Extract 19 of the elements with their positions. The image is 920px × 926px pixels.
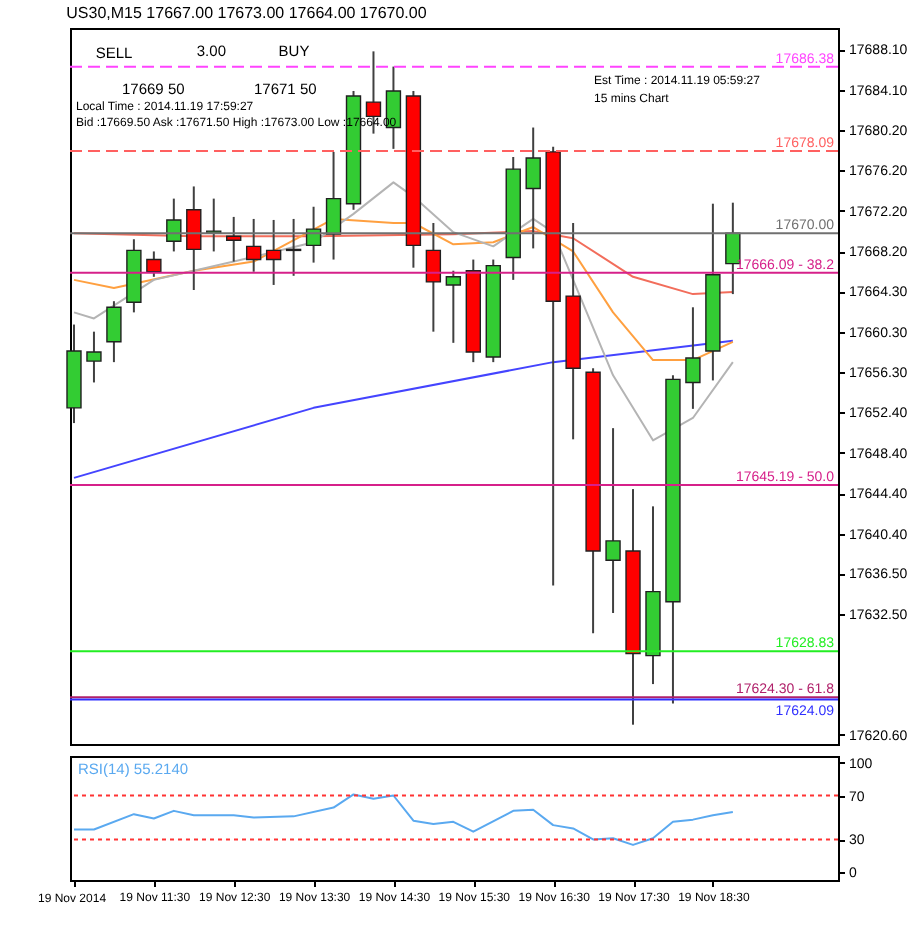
chart-title: US30,M15 17667.00 17673.00 17664.00 17670.00 [66, 4, 428, 22]
candlestick [525, 126, 541, 250]
candlestick [725, 201, 741, 296]
candlestick [86, 330, 102, 384]
candlestick [685, 306, 701, 410]
candlestick [245, 217, 262, 273]
line-series [72, 181, 734, 442]
candlestick [106, 300, 122, 364]
line-series [72, 793, 734, 846]
candlestick [445, 269, 462, 344]
candlestick [186, 185, 202, 292]
candlestick [226, 215, 242, 263]
candlestick [605, 427, 621, 614]
line-series [72, 339, 734, 479]
candlestick [265, 218, 282, 286]
candlestick [146, 250, 162, 278]
candlestick [325, 150, 342, 261]
candlestick [166, 197, 182, 253]
candlestick [425, 222, 442, 333]
